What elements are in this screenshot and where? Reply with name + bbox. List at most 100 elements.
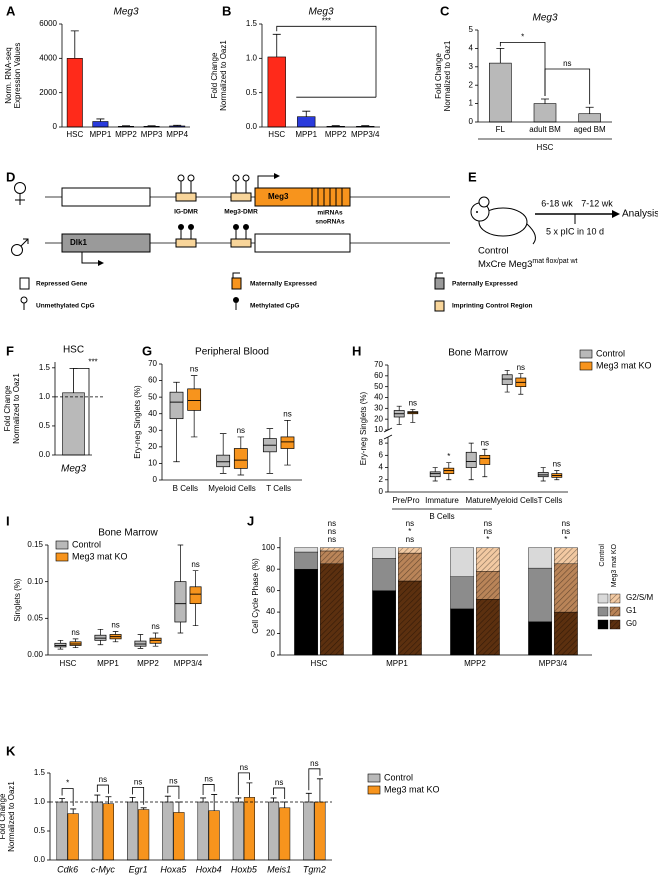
panel-letter: D [6,169,15,184]
bar [314,801,326,861]
bar [138,809,150,861]
y-tick-label: 1.5 [39,363,51,372]
y-tick-label: 1.0 [246,53,258,62]
y-axis-label: Normalized to Oaz1 [7,781,16,852]
icr [175,238,197,248]
legend-swatch [19,277,30,290]
bar-segment [397,547,422,554]
box [280,436,295,449]
panel-letter: B [222,3,231,18]
error-bar [94,794,101,802]
mouse-body [478,207,528,237]
significance-label: ns [562,527,570,536]
arrow [81,252,98,264]
bar [62,392,85,456]
error-bar [96,118,105,122]
y-tick-label: 70 [374,360,383,369]
x-tick-label: HSC [66,130,83,139]
y-axis-label: Fold Change [210,52,219,98]
error-bar [585,106,594,114]
x-tick-label: aged BM [574,125,606,134]
legend-label: Control [596,348,625,358]
bar-segment [372,558,397,591]
error-bar [129,796,136,802]
significance-bracket [132,786,145,805]
y-axis-label: Cell Cycle Phase (%) [251,558,260,634]
significance-label: ns [190,365,198,374]
significance-label: ns [240,763,248,772]
y-tick-label: 60 [374,371,383,380]
y-axis-label: Ery-neg Singlets (%) [359,391,368,465]
panel-letter: C [440,3,450,18]
y-axis-label: Normalized to Oaz1 [12,373,21,444]
gene-label: Meg3 [268,192,289,201]
significance-label: * [66,779,69,788]
y-tick-label: 0.10 [27,577,43,586]
chart-title: HSC [63,345,84,356]
bar-segment [475,571,500,600]
legend-label: Meg3 mat KO [384,784,440,794]
significance-label: * [564,535,567,544]
x-tick-label: MPP1 [90,130,112,139]
bar-segment [372,590,397,656]
error-bar [302,110,311,117]
y-axis-label: Normalized to Oaz1 [219,40,228,111]
legend-swatch [434,300,445,312]
x-tick-label: MPP1 [295,130,317,139]
panel-letter: G [142,343,152,358]
bar [173,812,185,861]
error-bar [105,796,112,804]
error-bar [69,367,78,393]
significance-bracket [73,367,90,455]
x-tick-label: FL [496,125,506,134]
y-tick-label: 1.0 [34,797,46,806]
x-tick-label: Myeloid Cells [490,496,538,505]
period-label: 7-12 wk [581,198,613,208]
group-label: Control [478,246,509,257]
x-tick-label: MPP4 [166,130,188,139]
significance-label: ns [409,399,417,408]
significance-label: ns [111,621,119,630]
legend-label: Repressed Gene [36,281,88,288]
significance-bracket [273,787,286,799]
significance-bracket [61,788,74,806]
y-tick-label: 2 [469,80,474,89]
error-bar [235,797,242,802]
x-tick-label: Mature [466,496,491,505]
legend-swatch [609,619,621,630]
bar-segment [528,567,553,622]
x-tick-label: T Cells [538,496,563,505]
legend-label: Maternally Expressed [250,281,317,288]
legend-swatch [231,277,242,290]
bar [208,810,220,861]
y-tick-label: 30 [374,403,383,412]
legend-label: Paternally Expressed [452,281,518,288]
panel-letter: J [247,513,254,528]
box [233,448,248,469]
significance-label: * [486,535,489,544]
y-tick-label: 0 [53,122,58,131]
x-tick-label: MPP2 [464,659,486,668]
x-tick-label: Meis1 [267,864,291,874]
y-tick-label: 4 [469,44,474,53]
legend-swatch [367,785,381,795]
bar [127,801,139,861]
chart-title: Peripheral Blood [195,347,269,358]
bar-segment [319,547,344,552]
x-tick-label: Meg3 [61,464,86,475]
significance-bracket [167,785,180,799]
significance-label: *** [88,358,97,367]
arrowhead [274,173,280,179]
significance-label: ns [562,519,570,528]
bar-segment [450,547,475,577]
bar [489,62,512,123]
y-tick-label: 0.0 [39,450,51,459]
legend-swatch [609,606,621,617]
bar-segment [397,552,422,582]
significance-label: * [447,452,450,461]
y-tick-label: 30 [148,425,157,434]
bar-segment [294,547,319,553]
significance-bracket [276,25,377,98]
significance-label: *** [322,16,331,25]
